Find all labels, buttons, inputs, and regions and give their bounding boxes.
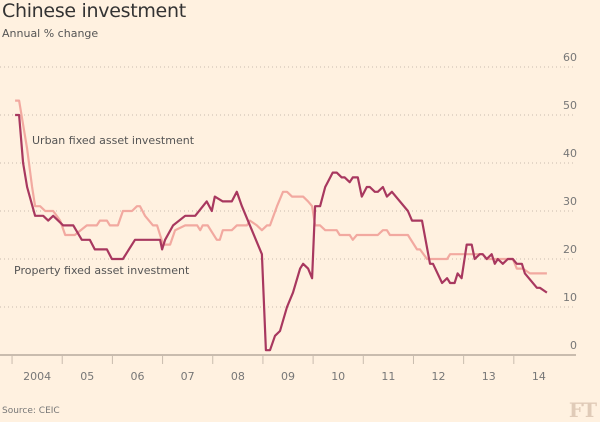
- chart-title: Chinese investment: [2, 0, 186, 22]
- y-tick-label: 30: [563, 195, 577, 208]
- y-tick-label: 40: [563, 147, 577, 160]
- source-note: Source: CEIC: [2, 406, 60, 416]
- y-tick-label: 10: [563, 291, 577, 304]
- series-line-urban: [15, 99, 547, 275]
- y-tick-label: 20: [563, 243, 577, 256]
- x-tick-label: 07: [181, 370, 195, 383]
- annotation-property: Property fixed asset investment: [14, 264, 190, 277]
- x-tick-label: 14: [532, 370, 546, 383]
- y-tick-label: 50: [563, 99, 577, 112]
- y-tick-label: 60: [563, 51, 577, 64]
- x-tick-label: 09: [281, 370, 295, 383]
- annotation-urban: Urban fixed asset investment: [32, 134, 195, 147]
- x-tick-label: 05: [80, 370, 94, 383]
- x-tick-label: 12: [432, 370, 446, 383]
- x-tick-label: 06: [130, 370, 144, 383]
- x-tick-label: 08: [231, 370, 245, 383]
- ft-logo: FT: [568, 398, 597, 422]
- y-tick-label: 0: [570, 339, 577, 352]
- series-line-property: [15, 113, 548, 352]
- x-tick-label: 11: [381, 370, 395, 383]
- x-tick-label: 2004: [23, 370, 51, 383]
- x-tick-label: 13: [482, 370, 496, 383]
- chart-subtitle: Annual % change: [2, 27, 99, 40]
- x-tick-label: 10: [331, 370, 345, 383]
